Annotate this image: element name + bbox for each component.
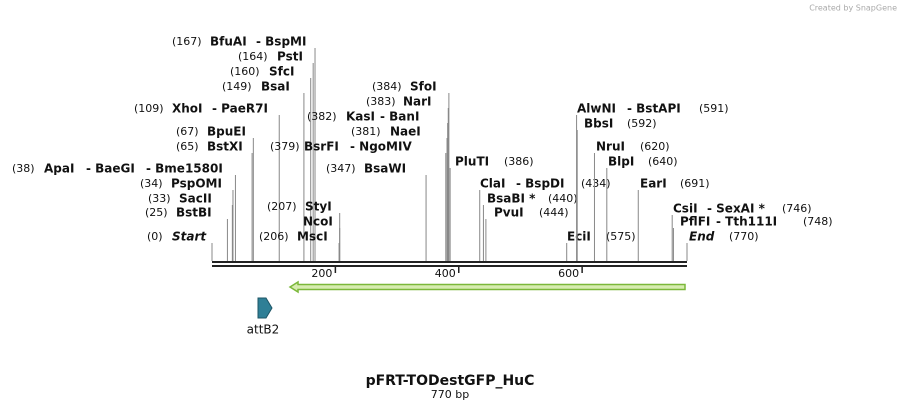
enzyme-name: BstXI xyxy=(207,140,243,154)
cut-position: (592) xyxy=(627,117,657,130)
ruler-label: 400 xyxy=(435,267,456,280)
enzyme-name: BstBI xyxy=(176,206,212,220)
map-length: 770 bp xyxy=(431,388,469,401)
feature-label: attB2 xyxy=(247,323,280,337)
enzyme-name: BsaI xyxy=(261,80,290,94)
enzyme-name: - SexAI * xyxy=(707,202,766,216)
enzyme-name: PflFI xyxy=(680,215,710,229)
enzyme-name: SacII xyxy=(179,192,212,206)
enzyme-name: MscI xyxy=(297,230,328,244)
watermark: Created by SnapGene xyxy=(809,4,897,13)
cut-position: (33) xyxy=(148,192,171,205)
cut-position: (379) xyxy=(270,140,300,153)
enzyme-name: BsaBI * xyxy=(487,192,536,206)
enzyme-name: ClaI xyxy=(480,177,505,191)
cut-position: (746) xyxy=(782,202,812,215)
cut-position: (347) xyxy=(326,162,356,175)
cut-position: (167) xyxy=(172,35,202,48)
cut-position: (0) xyxy=(147,230,163,243)
cut-position: (206) xyxy=(259,230,289,243)
cut-position: (25) xyxy=(145,206,168,219)
cut-position: (109) xyxy=(134,102,164,115)
cut-position: (444) xyxy=(539,206,569,219)
enzyme-name: PspOMI xyxy=(171,177,222,191)
enzyme-name: - Tth111I xyxy=(716,215,777,229)
enzyme-name: - Bme1580I xyxy=(146,162,223,176)
enzyme-name: NruI xyxy=(596,140,625,154)
enzyme-name: StyI xyxy=(305,200,332,214)
ruler-label: 600 xyxy=(558,267,579,280)
enzyme-name: - BaeGI xyxy=(86,162,135,176)
enzyme-name: End xyxy=(689,230,715,244)
enzyme-name: BpuEI xyxy=(207,125,246,139)
cut-position: (207) xyxy=(267,200,297,213)
cut-position: (440) xyxy=(548,192,578,205)
enzyme-name: ApaI xyxy=(44,162,74,176)
enzyme-name: - BspDI xyxy=(516,177,564,191)
cut-position: (691) xyxy=(680,177,710,190)
enzyme-name: PluTI xyxy=(455,155,489,169)
attb2-feature xyxy=(257,297,273,319)
enzyme-name: Start xyxy=(172,230,207,244)
enzyme-name: - PaeR7I xyxy=(212,102,268,116)
map-title: pFRT-TODestGFP_HuC xyxy=(366,373,535,389)
cut-position: (381) xyxy=(351,125,381,138)
enzyme-name: BbsI xyxy=(584,117,613,131)
enzyme-name: - NgoMIV xyxy=(350,140,412,154)
cut-position: (384) xyxy=(372,80,402,93)
cut-position: (34) xyxy=(140,177,163,190)
enzyme-name: KasI xyxy=(346,110,375,124)
enzyme-name: PvuI xyxy=(494,206,524,220)
enzyme-name: - BstAPI xyxy=(627,102,681,116)
cut-position: (620) xyxy=(640,140,670,153)
cut-position: (591) xyxy=(699,102,729,115)
enzyme-name: BlpI xyxy=(608,155,634,169)
enzyme-name: EarI xyxy=(640,177,667,191)
enzyme-name: NaeI xyxy=(390,125,421,139)
cut-position: (575) xyxy=(606,230,636,243)
enzyme-name: AlwNI xyxy=(577,102,616,116)
enzyme-name: NarI xyxy=(403,95,432,109)
cut-position: (65) xyxy=(176,140,199,153)
feature-arrow xyxy=(288,280,686,294)
ruler-label: 200 xyxy=(311,267,332,280)
cut-position: (67) xyxy=(176,125,199,138)
cut-position: (382) xyxy=(307,110,337,123)
enzyme-name: - BspMI xyxy=(256,35,306,49)
cut-position: (386) xyxy=(504,155,534,168)
cut-position: (38) xyxy=(12,162,35,175)
enzyme-name: EciI xyxy=(567,230,591,244)
cut-position: (164) xyxy=(238,50,268,63)
enzyme-name: BsrFI xyxy=(304,140,339,154)
enzyme-name: BfuAI xyxy=(210,35,247,49)
enzyme-name: SfoI xyxy=(410,80,437,94)
enzyme-name: SfcI xyxy=(269,65,294,79)
enzyme-name: XhoI xyxy=(172,102,203,116)
enzyme-name: BsaWI xyxy=(364,162,406,176)
cut-position: (640) xyxy=(648,155,678,168)
enzyme-name: PstI xyxy=(277,50,303,64)
cut-position: (770) xyxy=(729,230,759,243)
cut-position: (434) xyxy=(581,177,611,190)
cut-position: (748) xyxy=(803,215,833,228)
cut-position: (160) xyxy=(230,65,260,78)
enzyme-name: - BanI xyxy=(380,110,419,124)
cut-position: (149) xyxy=(222,80,252,93)
enzyme-name: CsiI xyxy=(673,202,698,216)
cut-position: (383) xyxy=(366,95,396,108)
enzyme-name: NcoI xyxy=(303,215,333,229)
